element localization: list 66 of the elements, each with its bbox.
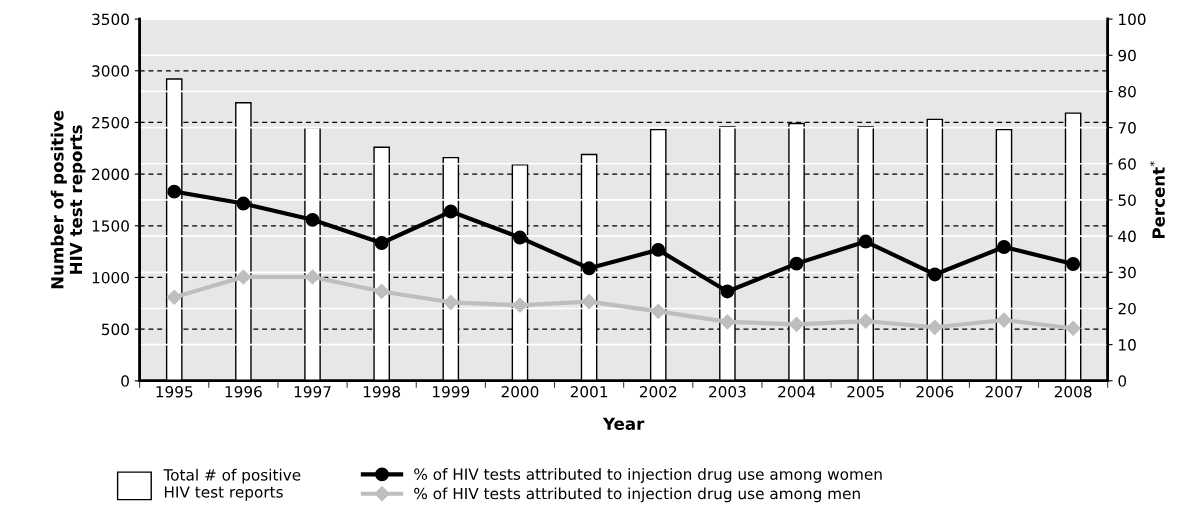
point: [582, 261, 597, 276]
point: [651, 242, 666, 257]
point: [374, 236, 389, 250]
point: [650, 303, 666, 319]
y2-tick-label: 50: [1118, 194, 1136, 206]
y2-tick-label: 40: [1118, 230, 1136, 243]
y2-tick-label: 30: [1118, 266, 1136, 279]
point: [789, 256, 804, 271]
y-tick-label: 1000: [92, 271, 129, 284]
point: [513, 230, 527, 245]
legend-label: Total # of positive HIV test reports: [163, 468, 301, 501]
x-axis-title: Year: [602, 417, 645, 431]
y2-tick-label: 10: [1119, 339, 1136, 351]
point: [305, 212, 320, 227]
x-tick-label: 2002: [639, 385, 677, 398]
legend-label: % of HIV tests attributed to injection drug use among men: [414, 487, 860, 503]
x-tick-label: 1995: [156, 385, 193, 398]
point: [236, 196, 251, 211]
point: [1066, 257, 1081, 271]
point: [720, 284, 735, 299]
point: [788, 316, 805, 332]
y2-tick-label: 70: [1118, 122, 1136, 134]
y-tick-label: 500: [101, 323, 129, 336]
y2-tick-label: 20: [1118, 302, 1136, 315]
y2-tick-label: 0: [1118, 375, 1127, 387]
point: [858, 313, 874, 329]
point: [1065, 320, 1081, 336]
legend-label: % of HIV tests attributed to injection drug use among women: [414, 468, 882, 483]
x-tick-label: 2006: [916, 385, 954, 398]
point: [512, 297, 528, 313]
y-tick-label: 2000: [92, 168, 129, 181]
y-axis-title: Number of positive HIV test reports: [50, 110, 86, 289]
x-tick-label: 2004: [778, 385, 816, 398]
y2-axis-title: Percent$^{*}$: [1149, 161, 1165, 239]
x-tick-label: 2005: [847, 385, 884, 398]
x-tick-label: 2008: [1054, 385, 1092, 398]
point: [858, 234, 873, 249]
point: [719, 314, 735, 330]
x-tick-label: 2000: [501, 385, 539, 398]
x-tick-label: 2001: [570, 385, 608, 398]
y2-tick-label: 80: [1118, 85, 1136, 98]
point: [443, 204, 458, 219]
y-tick-label: 1500: [92, 220, 129, 232]
y2-tick-label: 60: [1118, 158, 1136, 170]
point: [443, 294, 459, 310]
y2-tick-label: 100: [1119, 13, 1146, 26]
x-tick-label: 1999: [433, 385, 470, 398]
y-tick-label: 2500: [92, 116, 129, 129]
y-tick-label: 3000: [92, 65, 129, 77]
point: [927, 267, 942, 282]
point: [581, 294, 597, 310]
point: [996, 312, 1012, 328]
x-tick-label: 1996: [225, 385, 262, 398]
point: [235, 269, 251, 285]
x-tick-label: 2007: [985, 385, 1023, 398]
x-tick-label: 2003: [709, 385, 746, 398]
y-tick-label: 3500: [92, 13, 129, 26]
x-tick-label: 1997: [294, 385, 331, 398]
point: [997, 240, 1011, 254]
point: [927, 319, 943, 335]
y-tick-label: 0: [121, 375, 129, 387]
point: [166, 289, 182, 305]
y2-tick-label: 90: [1118, 49, 1136, 62]
x-tick-label: 1998: [363, 385, 401, 398]
point: [374, 283, 390, 300]
point: [167, 184, 182, 199]
